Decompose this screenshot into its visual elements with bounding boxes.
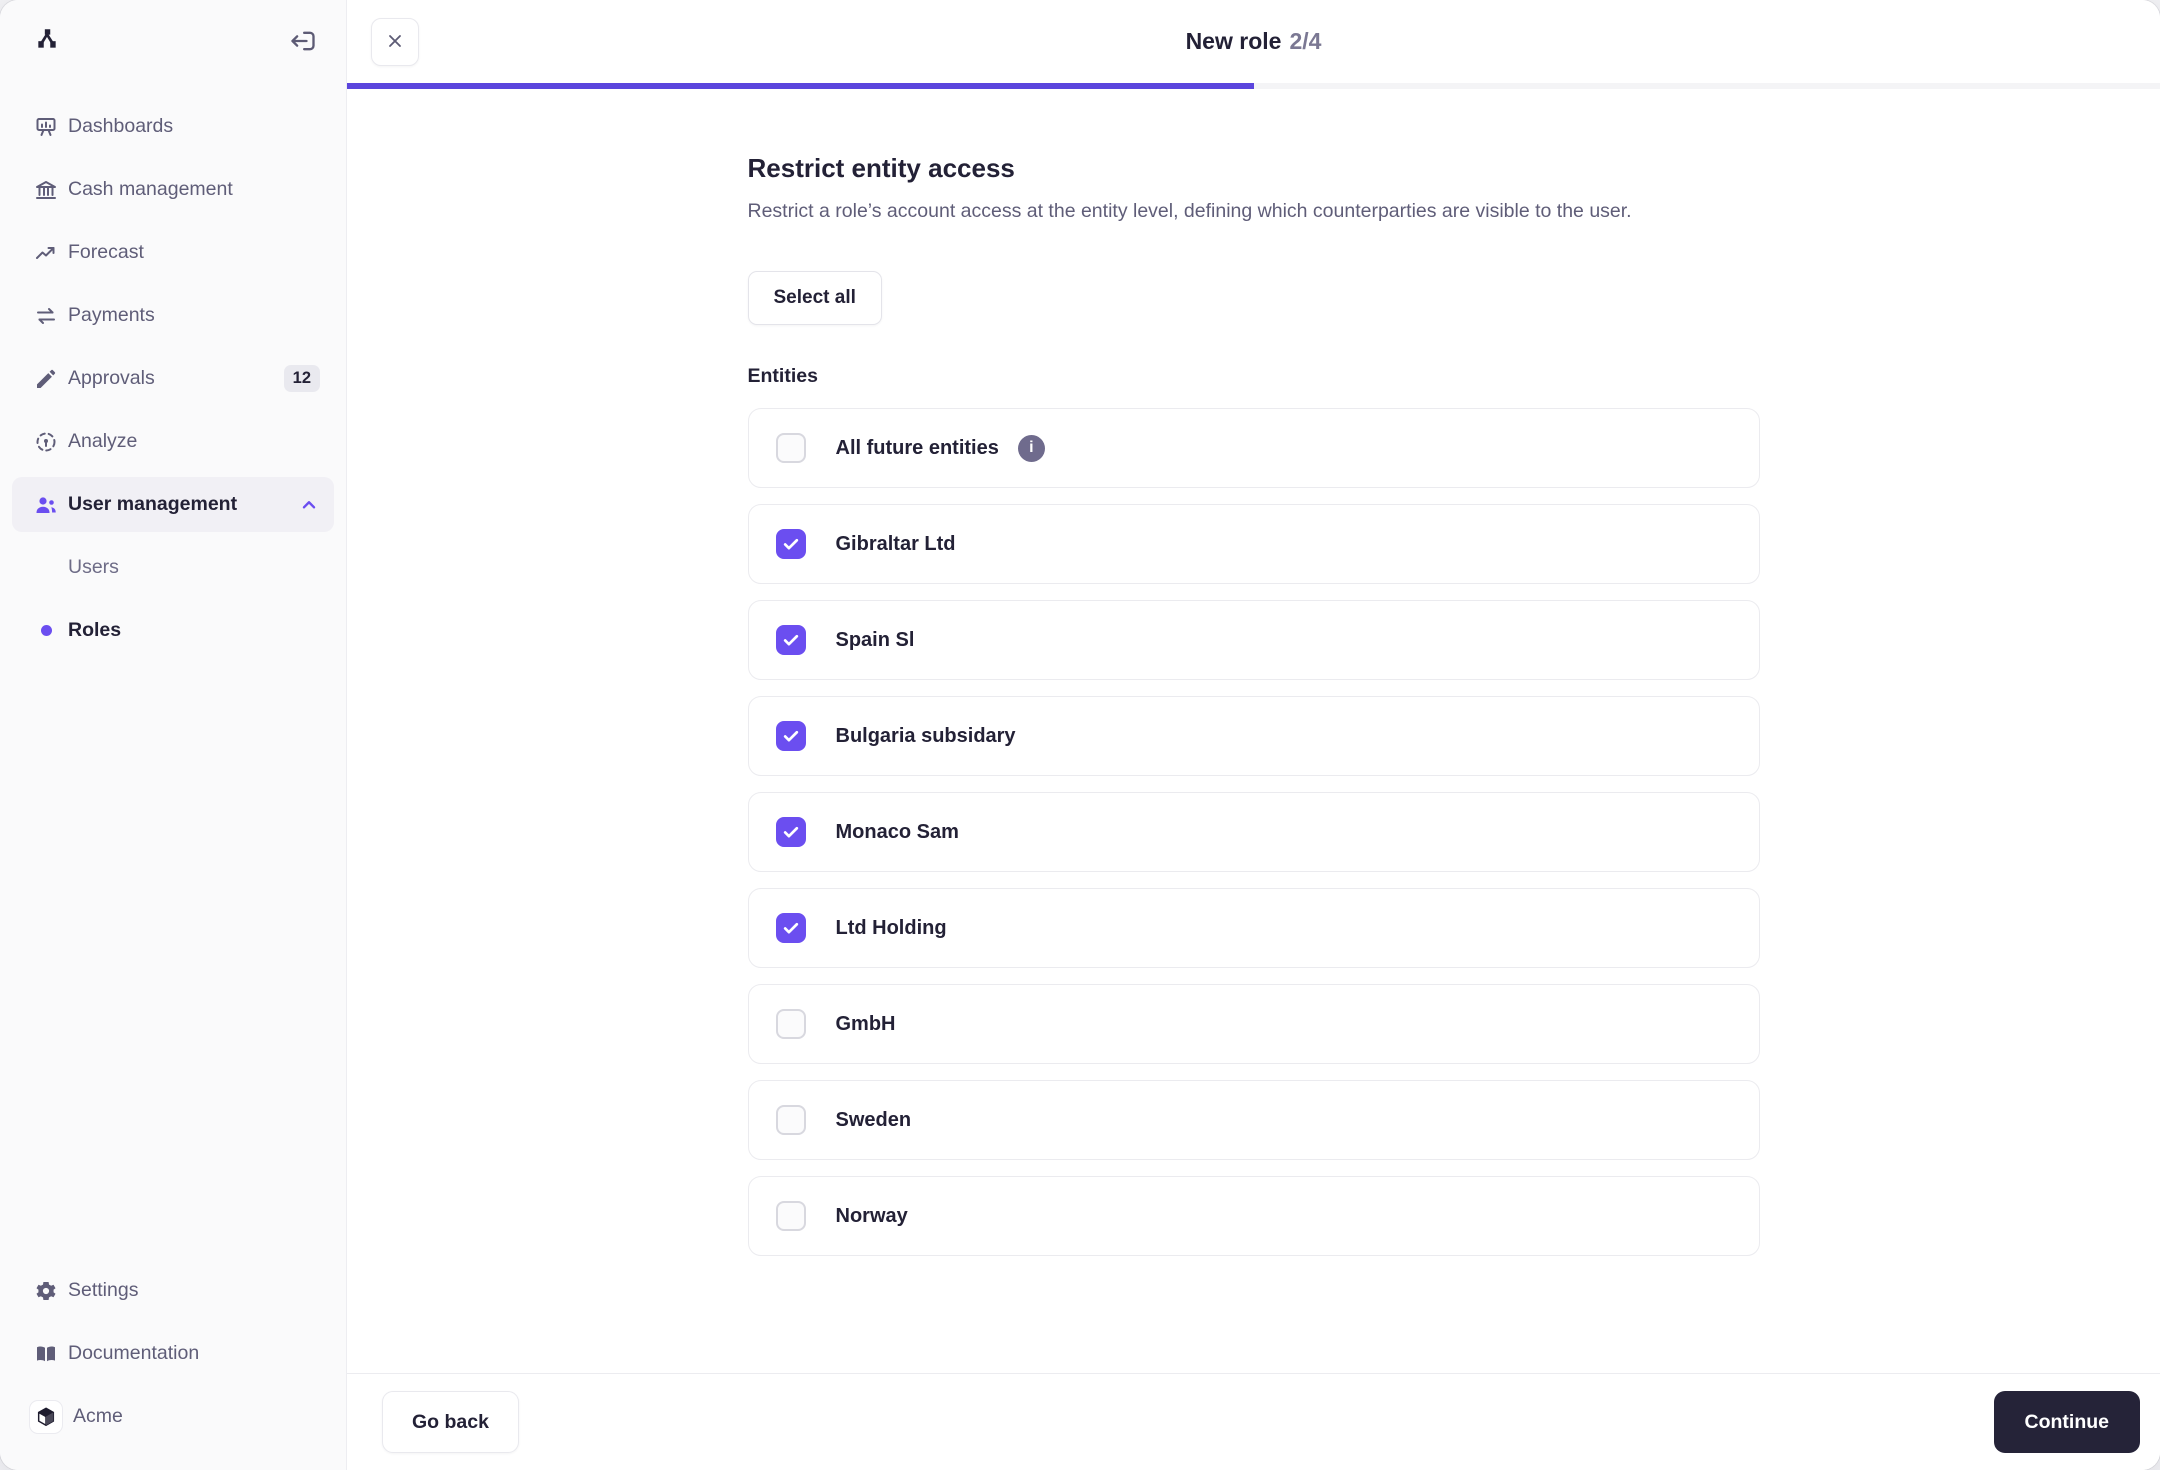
entity-row-all-future-entities[interactable]: All future entities i [747, 408, 1760, 488]
sidebar-item-user-management[interactable]: User management [12, 477, 334, 532]
entities-label: Entities [747, 365, 818, 387]
entity-label: Norway [835, 1204, 908, 1227]
sidebar-item-label: Acme [73, 1405, 123, 1427]
sidebar-subitem-users[interactable]: Users [12, 540, 334, 595]
entities-list: All future entities i Gibraltar Ltd [747, 408, 1760, 1256]
pencil-icon [34, 367, 58, 391]
select-all-button[interactable]: Select all [747, 271, 882, 325]
entity-row-monaco-sam[interactable]: Monaco Sam [747, 792, 1760, 872]
entity-label: Bulgaria subsidary [835, 724, 1016, 747]
sidebar-item-approvals[interactable]: Approvals 12 [12, 351, 334, 406]
sidebar-item-documentation[interactable]: Documentation [12, 1326, 334, 1381]
sidebar-item-forecast[interactable]: Forecast [12, 225, 334, 280]
modal-title: New role 2/4 [1186, 28, 1322, 55]
sidebar-item-label: Analyze [68, 430, 138, 452]
entity-label: GmbH [835, 1012, 896, 1035]
close-button[interactable] [371, 18, 419, 66]
info-icon[interactable]: i [1017, 434, 1045, 462]
entity-row-norway[interactable]: Norway [747, 1176, 1760, 1256]
chevron-up-icon [298, 494, 320, 516]
sidebar-nav: Dashboards Cash management [0, 99, 346, 658]
sidebar-subitem-label: Users [68, 556, 119, 578]
transfer-arrows-icon [34, 304, 58, 328]
sidebar-header [0, 0, 346, 57]
sidebar-item-label: Payments [68, 304, 155, 326]
sidebar-item-label: Settings [68, 1279, 139, 1301]
trending-up-icon [34, 241, 58, 265]
entity-label: All future entities [835, 436, 999, 459]
checkbox-unchecked[interactable] [775, 1201, 806, 1231]
page-title: New role [1185, 28, 1282, 54]
sidebar-item-label: Approvals [68, 367, 155, 389]
sidebar-item-label: Dashboards [68, 115, 174, 137]
checkbox-unchecked[interactable] [775, 1105, 806, 1135]
entity-row-ltd-holding[interactable]: Ltd Holding [747, 888, 1760, 968]
sidebar-item-label: User management [68, 493, 238, 515]
modal-header: New role 2/4 [347, 0, 2160, 83]
entity-row-spain-sl[interactable]: Spain Sl [747, 600, 1760, 680]
sidebar-item-acme[interactable]: Acme [12, 1389, 334, 1444]
tree-hierarchy-logo-icon [34, 26, 60, 57]
sidebar-subitem-label: Roles [68, 619, 122, 641]
sidebar-item-label: Cash management [68, 178, 233, 200]
sidebar-item-label: Forecast [68, 241, 144, 263]
sidebar-item-cash-management[interactable]: Cash management [12, 162, 334, 217]
collapse-sidebar-button[interactable] [288, 27, 318, 57]
dashed-scan-icon [34, 430, 58, 454]
page-subheading: Restrict a role’s account access at the … [747, 200, 1632, 222]
entity-label: Gibraltar Ltd [835, 532, 956, 555]
progress-fill [347, 83, 1254, 89]
go-back-button[interactable]: Go back [382, 1391, 519, 1453]
sidebar-item-dashboards[interactable]: Dashboards [12, 99, 334, 154]
gear-icon [34, 1279, 58, 1303]
sidebar-item-settings[interactable]: Settings [12, 1263, 334, 1318]
continue-button[interactable]: Continue [1993, 1391, 2140, 1453]
subitem-spacer [34, 556, 58, 580]
active-dot [34, 619, 58, 643]
modal-footer: Go back Continue [347, 1373, 2160, 1470]
checkbox-checked[interactable] [775, 913, 806, 943]
modal-content: Restrict entity access Restrict a role’s… [347, 89, 2160, 1373]
entity-row-sweden[interactable]: Sweden [747, 1080, 1760, 1160]
checkbox-unchecked[interactable] [775, 433, 806, 463]
sidebar: Dashboards Cash management [0, 0, 347, 1470]
sidebar-item-payments[interactable]: Payments [12, 288, 334, 343]
entity-row-gibraltar-ltd[interactable]: Gibraltar Ltd [747, 504, 1760, 584]
progress-bar [347, 83, 2160, 89]
entity-row-gmbh[interactable]: GmbH [747, 984, 1760, 1064]
sidebar-item-analyze[interactable]: Analyze [12, 414, 334, 469]
checkbox-checked[interactable] [775, 721, 806, 751]
sidebar-subitem-roles[interactable]: Roles [12, 603, 334, 658]
cube-logo-icon [29, 1399, 63, 1434]
checkbox-checked[interactable] [775, 817, 806, 847]
sidebar-bottom-nav: Settings Documentation [0, 1263, 346, 1444]
step-indicator: 2/4 [1289, 28, 1322, 54]
checkbox-checked[interactable] [775, 529, 806, 559]
entity-row-bulgaria-subsidary[interactable]: Bulgaria subsidary [747, 696, 1760, 776]
approvals-count-badge: 12 [283, 365, 320, 392]
book-icon [34, 1342, 58, 1366]
main-panel: New role 2/4 Restrict entity access Rest… [347, 0, 2160, 1470]
checkbox-checked[interactable] [775, 625, 806, 655]
page-heading: Restrict entity access [747, 153, 1015, 183]
close-icon [385, 31, 405, 54]
sidebar-item-label: Documentation [68, 1342, 200, 1364]
entity-label: Monaco Sam [835, 820, 959, 843]
collapse-sidebar-icon [289, 27, 317, 58]
entity-label: Sweden [835, 1108, 912, 1131]
entity-label: Ltd Holding [835, 916, 947, 939]
bank-icon [34, 178, 58, 202]
users-icon [34, 493, 58, 517]
checkbox-unchecked[interactable] [775, 1009, 806, 1039]
entity-label: Spain Sl [835, 628, 915, 651]
dashboards-icon [34, 115, 58, 139]
